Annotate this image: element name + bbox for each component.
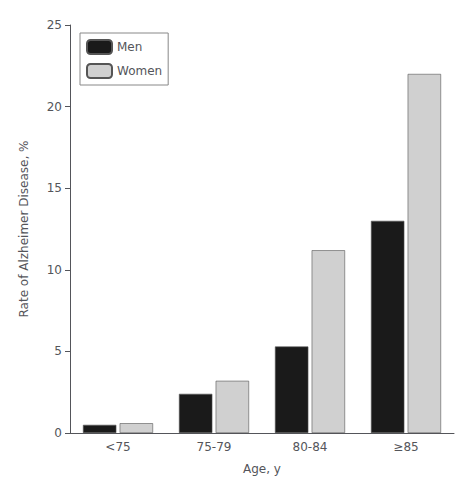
svg-text:20: 20 <box>47 100 62 114</box>
svg-text:Women: Women <box>117 64 162 78</box>
svg-text:10: 10 <box>47 263 62 277</box>
svg-text:15: 15 <box>47 181 62 195</box>
svg-text:Men: Men <box>117 40 142 54</box>
svg-text:Age, y: Age, y <box>243 462 281 476</box>
svg-text:5: 5 <box>54 344 62 358</box>
svg-text:≥85: ≥85 <box>393 440 418 454</box>
svg-text:0: 0 <box>54 426 62 440</box>
svg-text:75-79: 75-79 <box>197 440 232 454</box>
svg-text:25: 25 <box>47 18 62 32</box>
svg-text:Rate of Alzheimer Disease, %: Rate of Alzheimer Disease, % <box>17 141 31 318</box>
svg-text:<75: <75 <box>105 440 130 454</box>
svg-text:80-84: 80-84 <box>293 440 328 454</box>
